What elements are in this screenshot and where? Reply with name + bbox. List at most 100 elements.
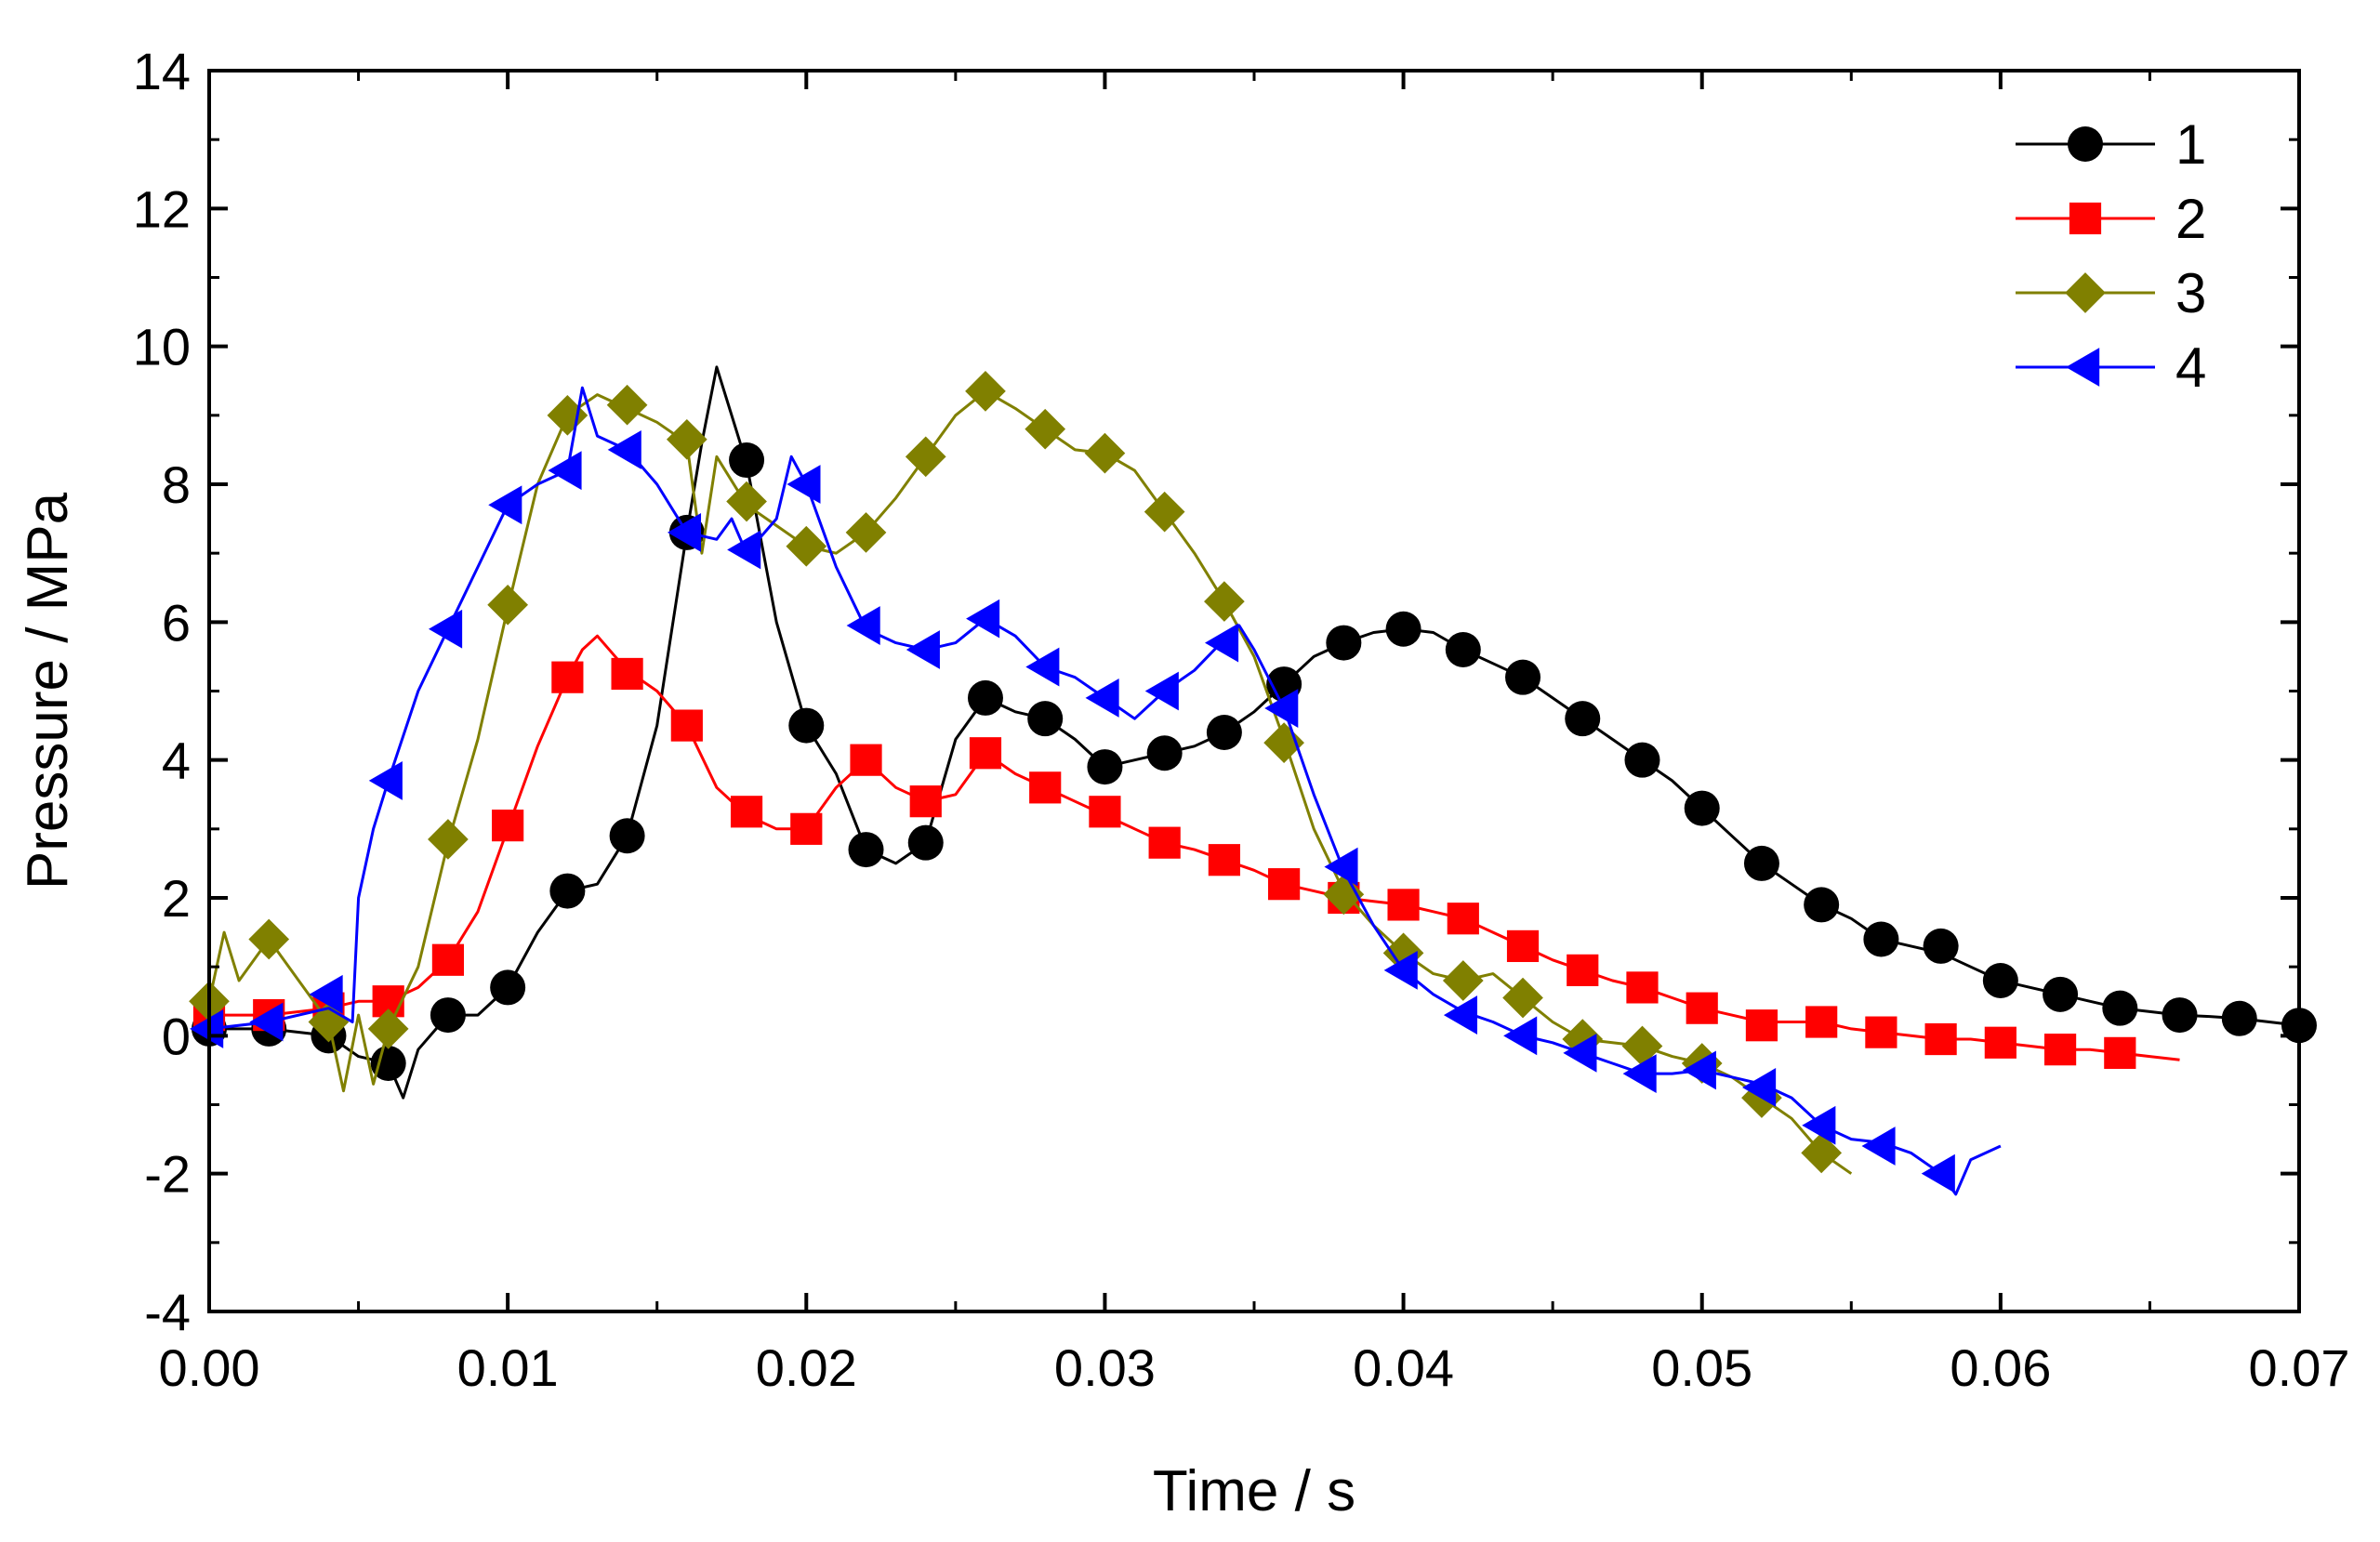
series-3-point bbox=[905, 436, 946, 478]
y-tick-label: 10 bbox=[133, 318, 191, 376]
series-1-point bbox=[1923, 928, 1959, 964]
series-1-point bbox=[1326, 625, 1362, 661]
series-2-point bbox=[551, 661, 584, 693]
legend-swatch-marker bbox=[2066, 348, 2100, 387]
x-tick-label: 0.00 bbox=[159, 1338, 260, 1397]
series-3-point bbox=[487, 584, 528, 626]
series-3-point bbox=[1801, 1132, 1843, 1174]
series-2-point bbox=[2043, 1034, 2077, 1066]
series-1-point bbox=[1385, 611, 1421, 647]
series-4-point bbox=[1861, 1127, 1896, 1166]
series-1-point bbox=[967, 679, 1003, 716]
series-4-point bbox=[488, 485, 522, 525]
series-2-point bbox=[1029, 771, 1062, 804]
series-2-point bbox=[1686, 992, 1718, 1024]
series-3-point bbox=[1502, 977, 1543, 1019]
series-4-point bbox=[727, 530, 761, 570]
series-1-point bbox=[430, 997, 466, 1034]
y-tick-label: -2 bbox=[144, 1145, 191, 1204]
series-4-point bbox=[1802, 1105, 1836, 1145]
series-2-point bbox=[2104, 1036, 2136, 1069]
legend-label: 2 bbox=[2175, 188, 2206, 250]
y-tick-label: 14 bbox=[133, 42, 191, 100]
series-2-point bbox=[1865, 1016, 1897, 1048]
series-4-point bbox=[1443, 995, 1477, 1035]
series-1-point bbox=[1445, 632, 1481, 667]
series-1-point bbox=[490, 969, 526, 1006]
series-4-point bbox=[1324, 847, 1358, 887]
series-1-point bbox=[848, 832, 884, 868]
series-2-point bbox=[1984, 1026, 2016, 1059]
series-4-point bbox=[1085, 679, 1119, 718]
series-2-point bbox=[1387, 889, 1420, 921]
series-3-point bbox=[1084, 432, 1126, 474]
series-4-point bbox=[906, 630, 940, 669]
legend-label: 3 bbox=[2175, 262, 2206, 324]
series-1 bbox=[192, 365, 2317, 1100]
series-1-point bbox=[1087, 749, 1123, 785]
series-1-point bbox=[2102, 990, 2138, 1026]
series-4-point bbox=[429, 609, 463, 649]
series-1-point bbox=[1505, 659, 1541, 695]
series-4-point bbox=[667, 513, 702, 552]
legend-swatch-marker bbox=[2068, 126, 2103, 162]
series-2-point bbox=[670, 709, 703, 742]
x-tick-label: 0.03 bbox=[1054, 1338, 1156, 1397]
series-2-point bbox=[730, 796, 763, 828]
series-2-point bbox=[1148, 826, 1181, 859]
series-3-point bbox=[1442, 960, 1484, 1001]
legend-swatch-marker bbox=[2065, 272, 2106, 313]
series-2-point bbox=[1626, 971, 1659, 1004]
series-1-point bbox=[788, 707, 825, 744]
legend: 1 2 3 4 bbox=[2016, 113, 2206, 399]
series-3-point bbox=[1323, 874, 1365, 916]
series-4-point bbox=[787, 465, 821, 504]
series-2-point bbox=[1447, 903, 1479, 935]
series-4-point bbox=[1742, 1068, 1777, 1107]
series-4-point bbox=[607, 430, 641, 469]
legend-swatch-marker bbox=[2069, 202, 2102, 235]
series-4 bbox=[190, 386, 2002, 1196]
series-3-point bbox=[547, 394, 588, 436]
legend-item-1: 1 bbox=[2016, 113, 2206, 176]
series-3-point bbox=[1204, 581, 1245, 622]
series-2-point bbox=[1567, 954, 1599, 986]
series-4-point bbox=[1622, 1054, 1657, 1094]
series-3-point bbox=[786, 525, 827, 567]
series-1-point bbox=[1863, 921, 1899, 957]
x-tick-label: 0.05 bbox=[1651, 1338, 1752, 1397]
y-tick-label: 12 bbox=[133, 179, 191, 238]
series-3-point bbox=[1263, 722, 1304, 763]
series-2-point bbox=[492, 810, 524, 842]
x-tick-label: 0.04 bbox=[1353, 1338, 1454, 1397]
x-tick-label: 0.02 bbox=[756, 1338, 857, 1397]
series-4-point bbox=[846, 606, 880, 645]
series-4-point bbox=[1144, 671, 1179, 711]
series-3-point bbox=[726, 481, 767, 522]
series-4-point bbox=[1682, 1050, 1716, 1090]
series-1-point bbox=[1804, 887, 1840, 923]
y-tick-label: 8 bbox=[162, 455, 191, 514]
series-1-point bbox=[1982, 963, 2018, 998]
series-2-point bbox=[1506, 929, 1540, 963]
series-2-point bbox=[790, 812, 823, 845]
series-1-point bbox=[609, 818, 645, 854]
series-2-point bbox=[909, 785, 942, 818]
y-tick-label: 4 bbox=[162, 731, 191, 790]
legend-item-2: 2 bbox=[2016, 188, 2206, 250]
series-2-point bbox=[1268, 868, 1301, 901]
y-tick-label: 6 bbox=[162, 593, 191, 652]
series-3-point bbox=[1621, 1025, 1663, 1067]
series-3-point bbox=[1144, 491, 1185, 533]
series-4-point bbox=[249, 1002, 284, 1042]
x-tick-label: 0.07 bbox=[2249, 1338, 2350, 1397]
series-2-point bbox=[969, 737, 1002, 770]
legend-label: 4 bbox=[2175, 336, 2206, 399]
series-3-point bbox=[965, 371, 1006, 412]
series-1-point bbox=[1743, 845, 1779, 881]
series-layer bbox=[189, 365, 2317, 1196]
series-2-point bbox=[850, 744, 882, 776]
series-3-point bbox=[367, 1008, 409, 1049]
series-3-point bbox=[248, 918, 290, 960]
series-4-point bbox=[368, 761, 403, 800]
